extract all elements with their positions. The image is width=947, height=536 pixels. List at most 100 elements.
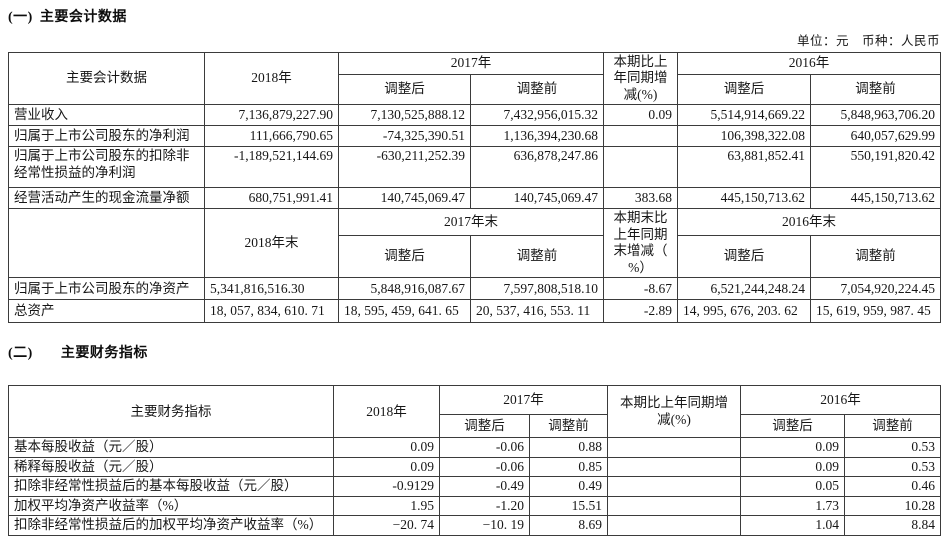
cell-change [607, 476, 741, 497]
t1-header-label: 主要会计数据 [8, 51, 205, 106]
t2-header-2017: 2017年 [439, 385, 608, 416]
row-label: 基本每股收益（元／股） [8, 437, 334, 458]
cell-2016-after: 0.09 [740, 437, 845, 458]
section2-title: (二) 主要财务指标 [8, 342, 940, 362]
t2-header-label: 主要财务指标 [8, 385, 334, 439]
table-row-total-assets: 总资产 18, 057, 834, 610. 71 18, 595, 459, … [8, 299, 941, 324]
table-row-revenue: 营业收入 7,136,879,227.90 7,130,525,888.12 7… [8, 104, 941, 127]
row-label: 稀释每股收益（元／股） [8, 456, 334, 478]
cell-2017-before: 0.88 [529, 437, 608, 458]
t2-2016-adjusted-after: 调整后 [740, 414, 845, 439]
cell-2018: 5,341,816,516.30 [204, 277, 339, 301]
cell-2017-after: 5,848,916,087.67 [338, 277, 471, 301]
t1-header-row-2: 调整后 调整前 调整后 调整前 [9, 73, 941, 106]
cell-2016-after: 5,514,914,669.22 [677, 104, 811, 127]
t1-header-2018-end: 2018年末 [204, 208, 339, 279]
cell-2017-before: 0.85 [529, 456, 608, 478]
table-row-net-assets: 归属于上市公司股东的净资产 5,341,816,516.30 5,848,916… [8, 277, 941, 301]
cell-2016-after: 1.73 [740, 495, 845, 517]
cell-2017-after: -0.06 [439, 456, 530, 478]
cell-change [603, 146, 678, 189]
t1-header-2016: 2016年 [677, 52, 941, 75]
table-row-net-profit: 归属于上市公司股东的净利润 111,666,790.65 -74,325,390… [8, 125, 941, 148]
cell-2017-before: 8.69 [529, 515, 608, 536]
t1-end-2016-adjusted-before: 调整前 [810, 234, 941, 279]
cell-2018: 680,751,991.41 [204, 187, 339, 210]
cell-2016-before: 0.53 [844, 437, 941, 458]
cell-2017-before: 7,432,956,015.32 [470, 104, 604, 127]
cell-2018: 18, 057, 834, 610. 71 [204, 299, 339, 324]
cell-2016-after: 445,150,713.62 [677, 187, 811, 210]
row-label: 归属于上市公司股东的净资产 [8, 277, 205, 301]
t2-header-row-2: 调整后 调整前 调整后 调整前 [9, 414, 941, 439]
cell-2016-before: 7,054,920,224.45 [810, 277, 941, 301]
t1-end-2016-adjusted-after: 调整后 [677, 234, 811, 279]
cell-2017-before: 20, 537, 416, 553. 11 [470, 299, 604, 324]
cell-2016-after: 0.05 [740, 476, 845, 497]
cell-2017-after: -1.20 [439, 495, 530, 517]
cell-change: 0.09 [603, 104, 678, 127]
t2-2016-adjusted-before: 调整前 [844, 414, 941, 439]
table-row-diluted-eps: 稀释每股收益（元／股） 0.09 -0.06 0.85 0.09 0.53 [8, 456, 941, 478]
cell-2016-before: 0.46 [844, 476, 941, 497]
table-row-weighted-roe: 加权平均净资产收益率（%） 1.95 -1.20 15.51 1.73 10.2… [8, 495, 941, 517]
t2-header-change: 本期比上年同期增 减(%) [607, 385, 741, 439]
cell-2016-before: 8.84 [844, 515, 941, 536]
cell-2017-before: 1,136,394,230.68 [470, 125, 604, 148]
t1-midheader-row-2: 调整后 调整前 调整后 调整前 [9, 234, 941, 279]
t1-midheader-blank [8, 208, 205, 279]
cell-2017-after: −10. 19 [439, 515, 530, 536]
section1-number: (一) [8, 10, 33, 25]
cell-2017-after: -74,325,390.51 [338, 125, 471, 148]
cell-2017-after: -630,211,252.39 [338, 146, 471, 189]
cell-2017-before: 140,745,069.47 [470, 187, 604, 210]
t1-header-2017-adjusted-after: 调整后 [338, 73, 471, 106]
cell-2017-after: -0.06 [439, 437, 530, 458]
row-label: 归属于上市公司股东的扣除非 经常性损益的净利润 [8, 146, 205, 189]
t2-header-2018: 2018年 [333, 385, 440, 439]
t1-end-2017-adjusted-before: 调整前 [470, 234, 604, 279]
t1-header-change: 本期比上 年同期增 减(%) [603, 51, 678, 106]
table-row-operating-cash-flow: 经营活动产生的现金流量净额 680,751,991.41 140,745,069… [8, 187, 941, 210]
t1-header-2018: 2018年 [204, 51, 339, 106]
cell-2016-before: 15, 619, 959, 987. 45 [810, 299, 941, 324]
cell-2017-before: 15.51 [529, 495, 608, 517]
table-row-deducted-weighted-roe: 扣除非经常性损益后的加权平均净资产收益率（%） −20. 74 −10. 19 … [8, 515, 941, 536]
row-label: 营业收入 [8, 104, 205, 127]
row-label: 扣除非经常性损益后的基本每股收益（元／股） [8, 476, 334, 497]
cell-2017-before: 636,878,247.86 [470, 146, 604, 189]
row-label: 加权平均净资产收益率（%） [8, 495, 334, 517]
cell-2016-after: 14, 995, 676, 203. 62 [677, 299, 811, 324]
table-row-basic-eps: 基本每股收益（元／股） 0.09 -0.06 0.88 0.09 0.53 [8, 437, 941, 458]
cell-2018: 1.95 [333, 495, 440, 517]
cell-change [607, 495, 741, 517]
cell-2017-after: 140,745,069.47 [338, 187, 471, 210]
cell-2016-after: 1.04 [740, 515, 845, 536]
cell-change [603, 125, 678, 148]
t1-header-row-1: 主要会计数据 2018年 2017年 本期比上 年同期增 减(%) 2016年 [8, 51, 941, 106]
cell-2016-before: 550,191,820.42 [810, 146, 941, 189]
cell-2016-before: 10.28 [844, 495, 941, 517]
t1-header-2017-adjusted-before: 调整前 [470, 73, 604, 106]
row-label: 总资产 [8, 299, 205, 324]
cell-2018: 111,666,790.65 [204, 125, 339, 148]
cell-2018: −20. 74 [333, 515, 440, 536]
cell-2016-after: 0.09 [740, 456, 845, 478]
t2-header-2016: 2016年 [740, 385, 941, 416]
section2-heading: 主要财务指标 [60, 346, 148, 362]
t1-header-2016-adjusted-before: 调整前 [810, 73, 941, 106]
section1-title: (一) 主要会计数据 [8, 6, 940, 26]
cell-2016-before: 445,150,713.62 [810, 187, 941, 210]
cell-change [607, 515, 741, 536]
section2-number: (二) [8, 346, 33, 362]
t1-header-2016-end: 2016年末 [677, 208, 941, 236]
cell-2018: -1,189,521,144.69 [204, 146, 339, 189]
cell-2016-after: 63,881,852.41 [677, 146, 811, 189]
t1-header-2016-adjusted-after: 调整后 [677, 73, 811, 106]
cell-change: 383.68 [603, 187, 678, 210]
cell-2018: 0.09 [333, 456, 440, 478]
financial-indicators-table: 主要财务指标 2018年 2017年 本期比上年同期增 减(%) 2016年 调… [8, 385, 941, 536]
unit-currency-note: 单位：元 币种：人民币 [796, 34, 940, 48]
cell-2017-after: 7,130,525,888.12 [338, 104, 471, 127]
